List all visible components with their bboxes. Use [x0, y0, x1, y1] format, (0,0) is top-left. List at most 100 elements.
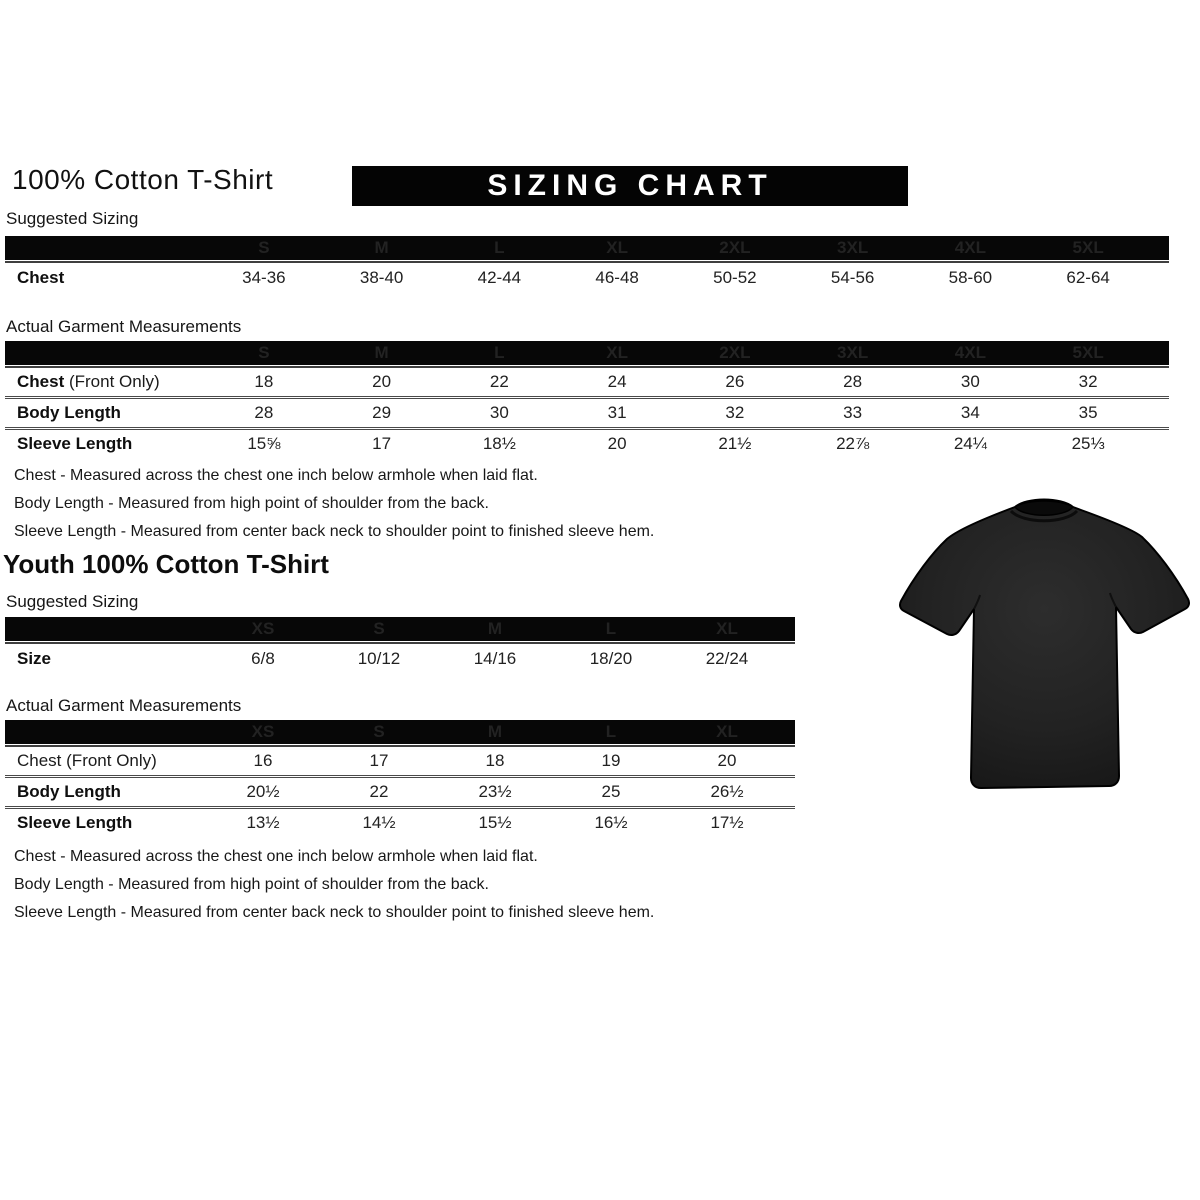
sizing-chart-banner: SIZING CHART — [352, 166, 908, 206]
cell-value: 18 — [254, 372, 274, 391]
youth-body-length-row: Body Length 20½ 22 23½ 25 26½ — [5, 775, 795, 806]
note-sleeve-length: Sleeve Length - Measured from center bac… — [14, 904, 655, 921]
cell-value: 17 — [369, 751, 389, 770]
size-header-5xl: 5XL — [1072, 238, 1104, 257]
cell-value: 46-48 — [595, 268, 639, 287]
size-header-m: M — [374, 343, 389, 362]
row-label: Chest — [17, 268, 65, 287]
cell-value: 14/16 — [473, 649, 517, 668]
cell-value: 28 — [254, 403, 274, 422]
cell-value: 62-64 — [1066, 268, 1110, 287]
cell-value: 30 — [960, 372, 980, 391]
adult-suggested-sizing-label: Suggested Sizing — [6, 209, 139, 228]
cell-value: 31 — [607, 403, 627, 422]
size-header-s: S — [258, 238, 270, 257]
cell-value: 29 — [372, 403, 392, 422]
banner-text: SIZING CHART — [487, 169, 773, 202]
cell-value: 28 — [843, 372, 863, 391]
size-header-3xl: 3XL — [837, 238, 869, 257]
size-header-l: L — [605, 722, 617, 741]
size-header-xs: XS — [251, 619, 275, 638]
cell-value: 18 — [485, 751, 505, 770]
row-label: Sleeve Length — [17, 813, 133, 832]
adult-chest-row: Chest (Front Only) 18 20 22 24 26 28 30 … — [5, 368, 1169, 396]
cell-value: 15⅝ — [247, 434, 281, 453]
size-header-2xl: 2XL — [719, 343, 751, 362]
cell-value: 25⅓ — [1071, 434, 1105, 453]
size-header-2xl: 2XL — [719, 238, 751, 257]
adult-suggested-table: S M L XL 2XL 3XL 4XL 5XL Chest 34-36 38-… — [5, 236, 1169, 293]
cell-value: 26½ — [710, 782, 744, 801]
adult-actual-measurements-label: Actual Garment Measurements — [6, 317, 242, 336]
cell-value: 23½ — [478, 782, 512, 801]
adult-actual-table: S M L XL 2XL 3XL 4XL 5XL Chest (Front On… — [5, 341, 1169, 458]
size-header-l: L — [494, 343, 505, 362]
youth-actual-header-row: XS S M L XL — [5, 720, 795, 744]
cell-value: 26 — [725, 372, 745, 391]
size-header-l: L — [605, 619, 617, 638]
row-label: Body Length — [17, 403, 121, 422]
cell-value: 17½ — [710, 813, 744, 832]
cell-value: 32 — [725, 403, 745, 422]
cell-value: 20 — [717, 751, 737, 770]
cell-value: 20 — [372, 372, 392, 391]
cell-value: 30 — [489, 403, 509, 422]
youth-suggested-sizing-label: Suggested Sizing — [6, 592, 139, 611]
cell-value: 32 — [1078, 372, 1098, 391]
youth-chest-row: Chest (Front Only) 16 17 18 19 20 — [5, 747, 795, 775]
cell-value: 19 — [601, 751, 621, 770]
cell-value: 20 — [607, 434, 627, 453]
cell-value: 42-44 — [477, 268, 522, 287]
row-label: Chest (Front Only) — [17, 372, 160, 391]
size-header-xs: XS — [251, 722, 275, 741]
cell-value: 22 — [369, 782, 389, 801]
youth-sleeve-length-row: Sleeve Length 13½ 14½ 15½ 16½ 17½ — [5, 806, 795, 837]
adult-sleeve-length-row: Sleeve Length 15⅝ 17 18½ 20 21½ 22⅞ 24¼ … — [5, 427, 1169, 458]
note-sleeve-length: Sleeve Length - Measured from center bac… — [14, 523, 655, 540]
size-header-3xl: 3XL — [837, 343, 869, 362]
cell-value: 6/8 — [251, 649, 275, 668]
size-header-m: M — [487, 619, 503, 638]
size-header-s: S — [258, 343, 270, 362]
note-body-length: Body Length - Measured from high point o… — [14, 495, 489, 512]
cell-value: 22⅞ — [836, 434, 870, 453]
cell-value: 38-40 — [359, 268, 404, 287]
row-label: Sleeve Length — [17, 434, 133, 453]
size-header-xl: XL — [606, 343, 628, 362]
cell-value: 58-60 — [948, 268, 993, 287]
size-header-l: L — [494, 238, 505, 257]
adult-chest-suggested-row: Chest 34-36 38-40 42-44 46-48 50-52 54-5… — [5, 263, 1169, 293]
cell-value: 15½ — [478, 813, 512, 832]
cell-value: 20½ — [246, 782, 280, 801]
note-chest: Chest - Measured across the chest one in… — [14, 467, 538, 484]
row-label: Size — [17, 649, 52, 668]
youth-title: Youth 100% Cotton T-Shirt — [3, 549, 329, 579]
cell-value: 14½ — [362, 813, 396, 832]
youth-measurement-notes: Chest - Measured across the chest one in… — [14, 843, 654, 927]
size-header-s: S — [373, 722, 385, 741]
cell-value: 16 — [253, 751, 273, 770]
size-header-m: M — [374, 238, 389, 257]
cell-value: 17 — [372, 434, 392, 453]
size-header-xl: XL — [606, 238, 628, 257]
cell-value: 35 — [1078, 403, 1098, 422]
size-header-4xl: 4XL — [954, 238, 986, 257]
adult-actual-header-row: S M L XL 2XL 3XL 4XL 5XL — [5, 341, 1169, 365]
cell-value: 24¼ — [953, 434, 987, 453]
cell-value: 25 — [601, 782, 621, 801]
page-title: 100% Cotton T-Shirt — [12, 164, 274, 195]
cell-value: 24 — [607, 372, 627, 391]
youth-actual-measurements-label: Actual Garment Measurements — [6, 696, 242, 715]
note-body-length: Body Length - Measured from high point o… — [14, 876, 489, 893]
cell-value: 18/20 — [589, 649, 633, 668]
cell-value: 18½ — [482, 434, 516, 453]
youth-actual-table: XS S M L XL Chest (Front Only) 16 17 18 … — [5, 720, 795, 837]
size-header-xl: XL — [716, 619, 738, 638]
cell-value: 16½ — [594, 813, 628, 832]
adult-measurement-notes: Chest - Measured across the chest one in… — [14, 462, 654, 546]
size-header-xl: XL — [716, 722, 738, 741]
size-header-s: S — [373, 619, 385, 638]
cell-value: 13½ — [246, 813, 280, 832]
adult-suggested-header-row: S M L XL 2XL 3XL 4XL 5XL — [5, 236, 1169, 260]
cell-value: 22/24 — [705, 649, 749, 668]
